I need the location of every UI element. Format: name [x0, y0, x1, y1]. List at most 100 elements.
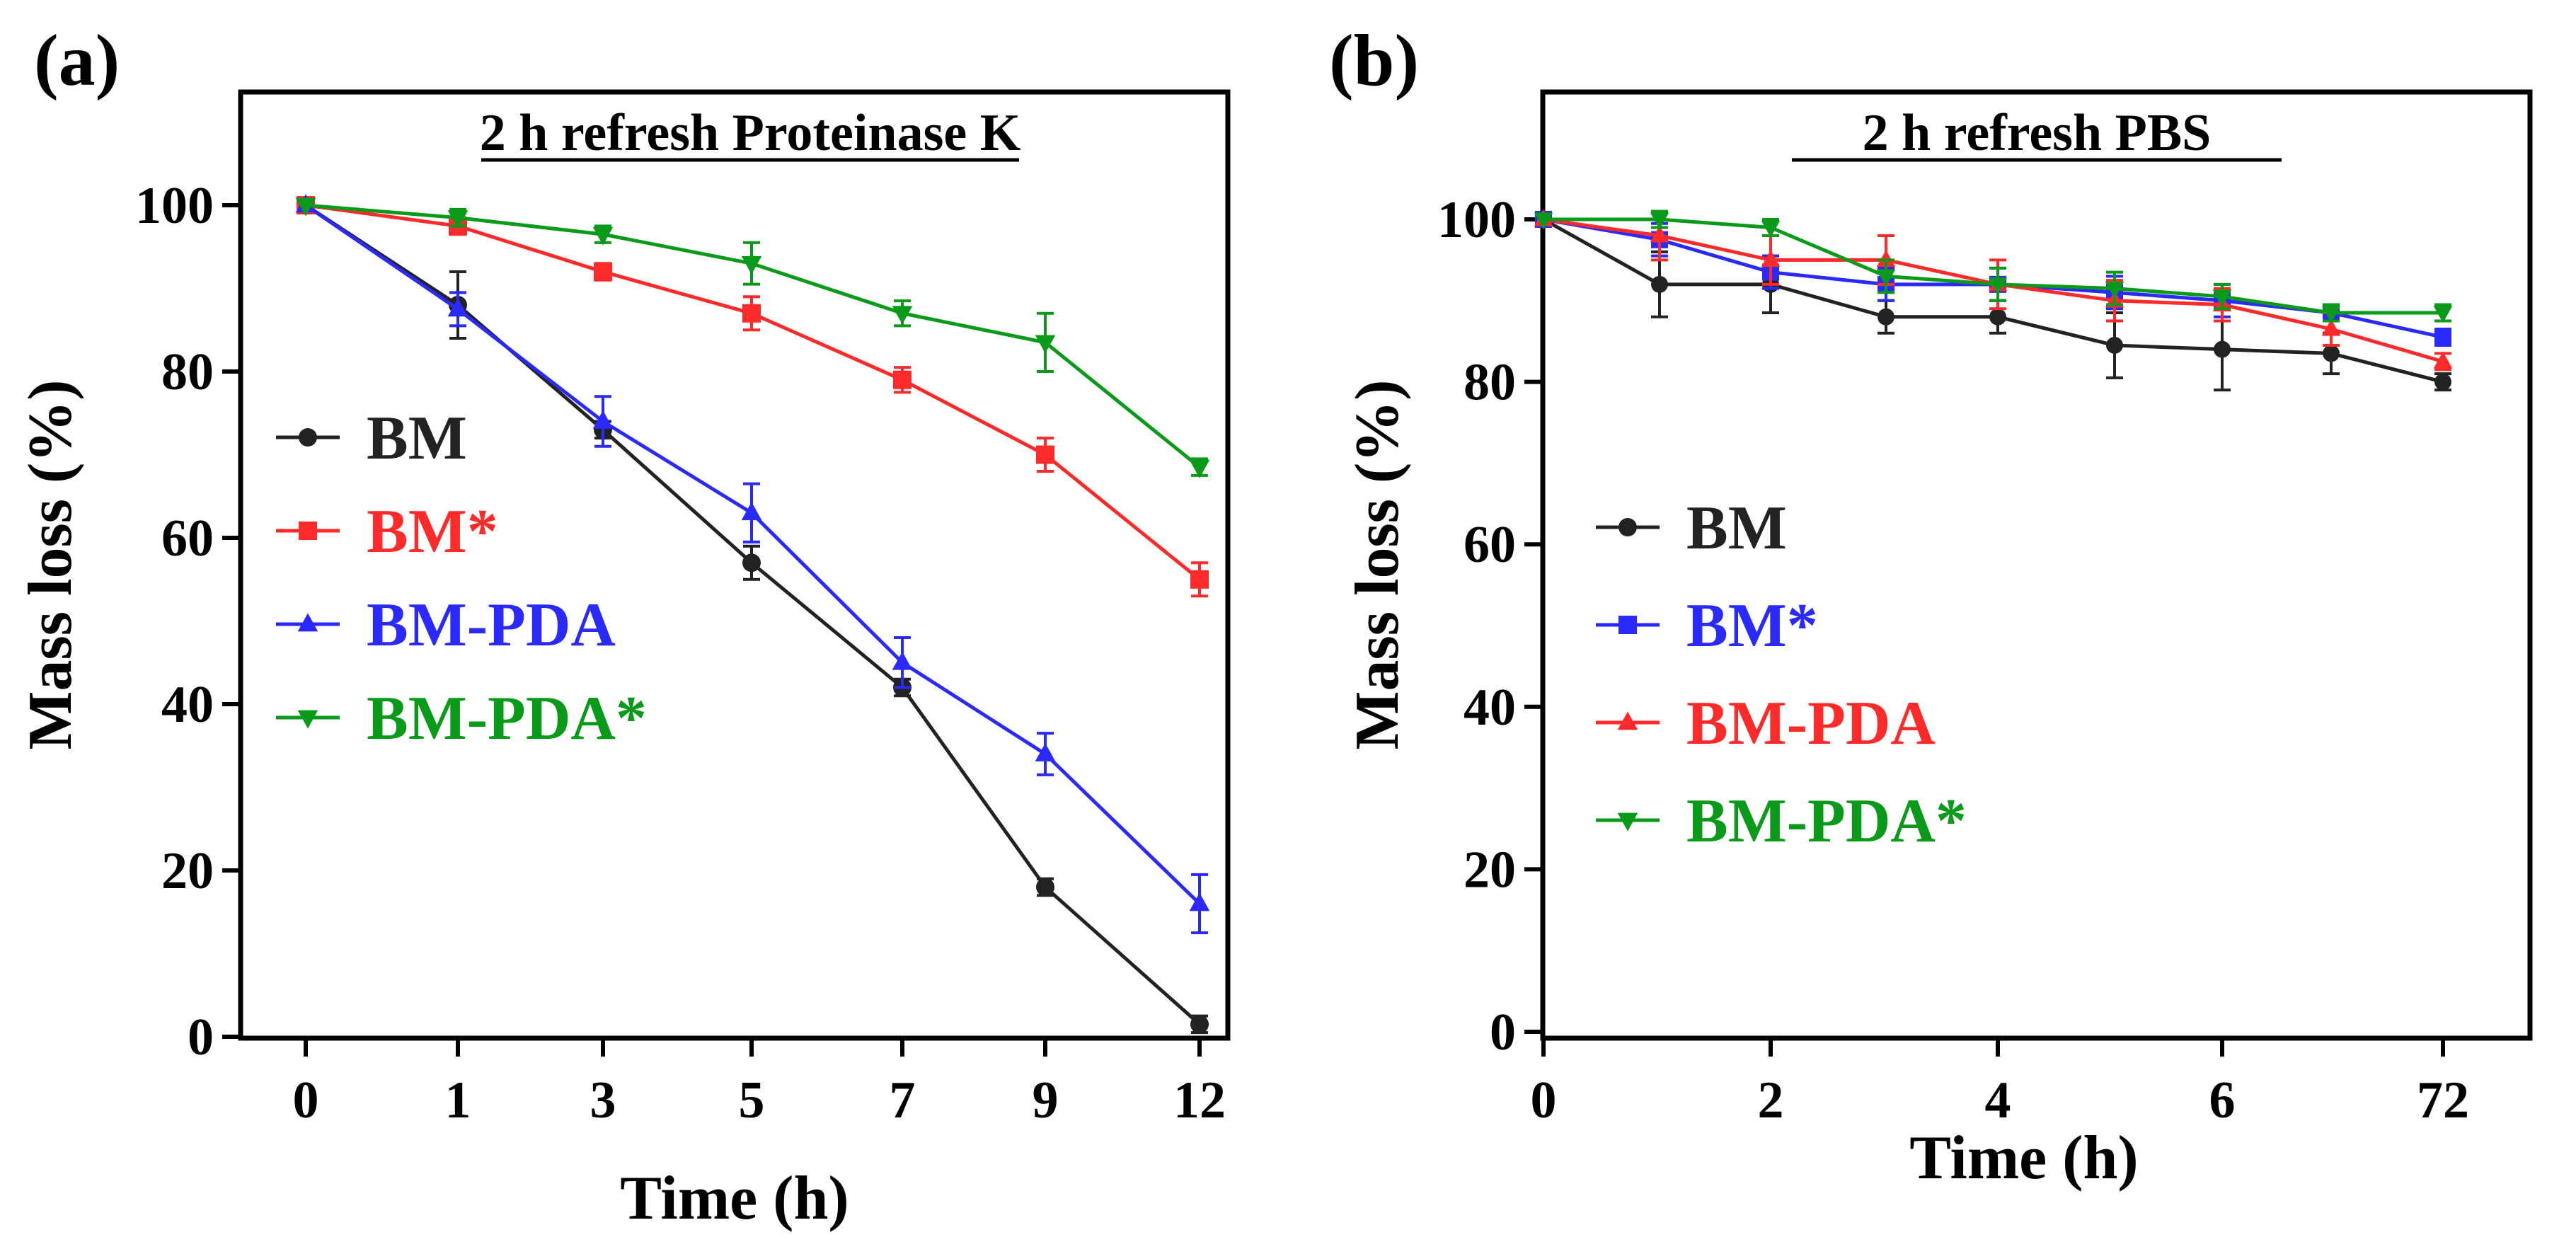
legend-label: BM* [1686, 592, 1818, 660]
panel-a-x-axis-label: Time (h) [620, 1164, 849, 1233]
data-point [2106, 336, 2123, 354]
panel-b-title: 2 h refresh PBS [1863, 104, 2212, 162]
data-point [594, 263, 612, 281]
y-tick-label: 80 [1464, 354, 1516, 412]
legend-item: BM* [276, 497, 498, 566]
x-tick-label: 9 [1033, 1071, 1059, 1129]
legend-label: BM [1686, 494, 1787, 563]
x-tick-label: 7 [890, 1071, 916, 1129]
data-point [2433, 306, 2453, 323]
legend-item: BM* [1596, 592, 1818, 660]
legend-label: BM-PDA* [1686, 787, 1967, 856]
x-tick-label: 0 [293, 1071, 319, 1129]
legend-item: BM [1596, 494, 1787, 563]
legend-label: BM-PDA [1686, 689, 1936, 758]
legend-marker [297, 710, 318, 729]
x-tick-label: 2 [1758, 1071, 1784, 1129]
x-tick-label: 3 [590, 1071, 616, 1129]
legend-item: BM-PDA [276, 591, 616, 660]
data-point [1036, 878, 1054, 897]
panel-a-ticks: 0 20 40 60 80 100 0 1 3 5 7 9 12 [135, 177, 1226, 1129]
legend-item: BM-PDA* [1596, 787, 1967, 856]
data-point [1761, 250, 1781, 267]
series-bm-pda- [1534, 209, 2453, 323]
data-point [2105, 281, 2124, 299]
data-point [447, 298, 468, 317]
data-point [741, 255, 762, 275]
legend-marker [1617, 711, 1638, 730]
x-tick-label: 1 [445, 1071, 471, 1129]
y-tick-label: 0 [1490, 1003, 1516, 1062]
data-point [2434, 373, 2451, 391]
y-tick-label: 20 [1464, 841, 1516, 899]
panel-a-chart: (a) 2 h refresh Proteinase K Mass loss (… [16, 20, 1231, 1233]
data-point [1989, 308, 2006, 326]
data-point [1190, 570, 1209, 589]
panel-b-letter: (b) [1329, 20, 1419, 101]
data-point [1876, 269, 1896, 287]
data-point [2433, 351, 2453, 369]
series-bm-pda [1534, 209, 2453, 372]
legend-marker [297, 613, 318, 632]
legend-marker [299, 428, 317, 447]
panel-b-y-axis-label: Mass loss (%) [1343, 379, 1412, 749]
panel-a-series [295, 194, 1210, 1035]
data-point [1534, 212, 1553, 230]
y-tick-label: 100 [1437, 191, 1516, 249]
data-point [892, 651, 913, 670]
x-tick-label: 4 [1985, 1071, 2011, 1129]
data-point [1189, 892, 1210, 911]
legend-item: BM-PDA* [276, 684, 647, 753]
data-point [2214, 340, 2231, 358]
x-tick-label: 6 [2209, 1071, 2236, 1129]
data-point [447, 210, 468, 229]
data-point [892, 306, 913, 325]
data-point [1189, 459, 1210, 478]
data-point [592, 226, 614, 246]
y-tick-label: 100 [135, 177, 214, 235]
y-tick-label: 40 [161, 676, 214, 734]
x-tick-label: 12 [1173, 1071, 1226, 1129]
data-point [1036, 445, 1054, 464]
panel-b-plot-frame [1540, 89, 2533, 1041]
data-point [592, 410, 614, 429]
data-point [2321, 306, 2341, 323]
data-point [1988, 277, 2008, 295]
panel-a-plot-frame [238, 89, 1231, 1041]
panel-a-y-axis-label: Mass loss (%) [16, 379, 85, 749]
data-point [1878, 308, 1894, 326]
panel-b-legend: BM BM* BM-PDA BM-PDA* [1596, 494, 1967, 856]
series-line [1543, 217, 2443, 315]
data-point [2321, 318, 2341, 336]
y-tick-label: 60 [161, 510, 214, 568]
series-bm-pda- [295, 197, 1210, 478]
data-point [1650, 212, 1669, 230]
data-point [742, 304, 761, 323]
series-bm-pda [295, 194, 1210, 935]
panel-a-legend: BM BM* BM-PDA BM-PDA* [276, 404, 647, 753]
panel-b-series [1534, 209, 2453, 392]
panel-a-title: 2 h refresh Proteinase K [480, 104, 1021, 162]
data-point [2323, 345, 2340, 362]
panel-b-ticks: 0 20 40 60 80 100 0 2 4 6 72 [1437, 191, 2469, 1129]
panel-b-x-axis-label: Time (h) [1909, 1124, 2138, 1192]
legend-label: BM-PDA [367, 591, 616, 660]
data-point [741, 502, 762, 521]
y-tick-label: 40 [1464, 679, 1516, 737]
data-point [742, 553, 761, 573]
data-point [1761, 220, 1781, 238]
x-tick-label: 0 [1531, 1071, 1557, 1129]
legend-label: BM [367, 404, 467, 473]
data-point [1651, 275, 1668, 293]
data-point [2434, 328, 2451, 346]
legend-marker [1618, 518, 1637, 536]
legend-marker [1618, 616, 1637, 634]
data-point [1035, 335, 1056, 354]
data-point [893, 370, 912, 389]
panel-b-chart: (b) 2 h refresh PBS Mass loss (%) Time (… [1329, 20, 2533, 1192]
x-tick-label: 72 [2417, 1071, 2469, 1129]
panel-a-letter: (a) [34, 20, 120, 101]
legend-marker [299, 522, 317, 540]
legend-marker [1617, 812, 1638, 832]
